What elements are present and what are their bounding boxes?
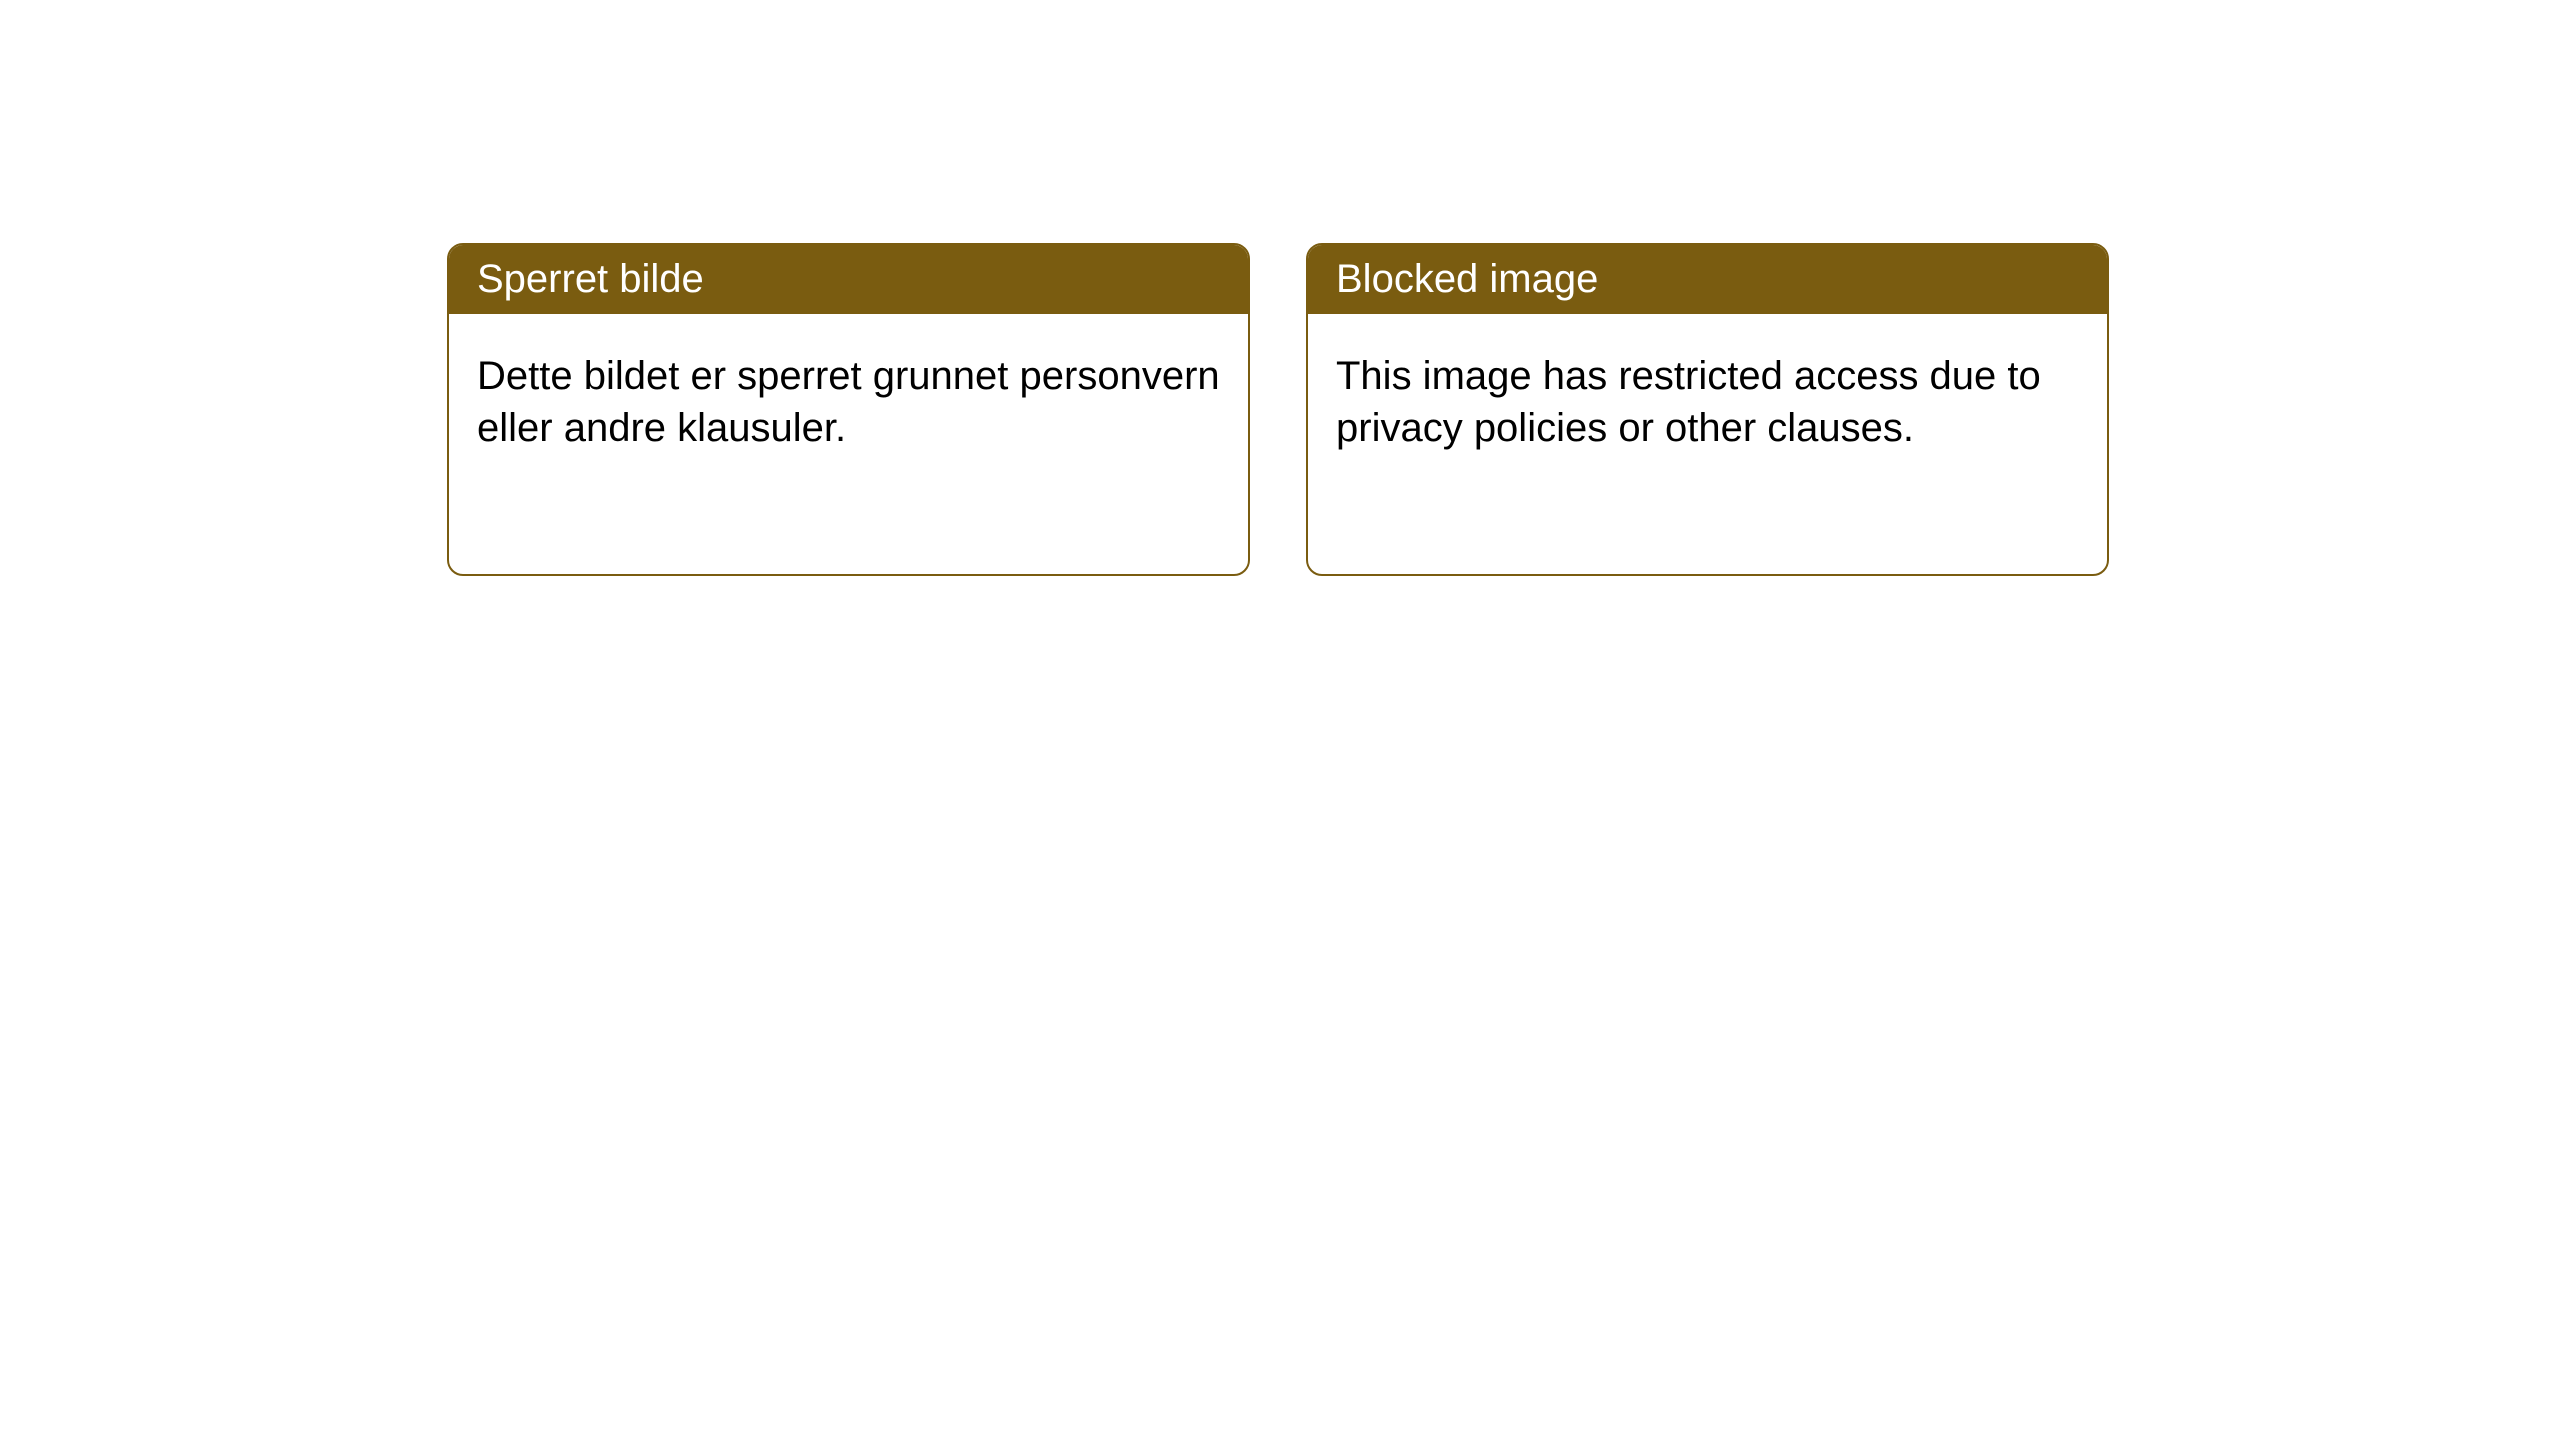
cards-container: Sperret bilde Dette bildet er sperret gr… [447, 243, 2109, 576]
card-text-english: This image has restricted access due to … [1336, 354, 2041, 450]
card-header-norwegian: Sperret bilde [449, 245, 1248, 314]
card-english: Blocked image This image has restricted … [1306, 243, 2109, 576]
card-header-english: Blocked image [1308, 245, 2107, 314]
card-title-english: Blocked image [1336, 257, 1598, 301]
card-title-norwegian: Sperret bilde [477, 257, 704, 301]
card-body-norwegian: Dette bildet er sperret grunnet personve… [449, 314, 1248, 490]
card-body-english: This image has restricted access due to … [1308, 314, 2107, 490]
card-text-norwegian: Dette bildet er sperret grunnet personve… [477, 354, 1220, 450]
card-norwegian: Sperret bilde Dette bildet er sperret gr… [447, 243, 1250, 576]
